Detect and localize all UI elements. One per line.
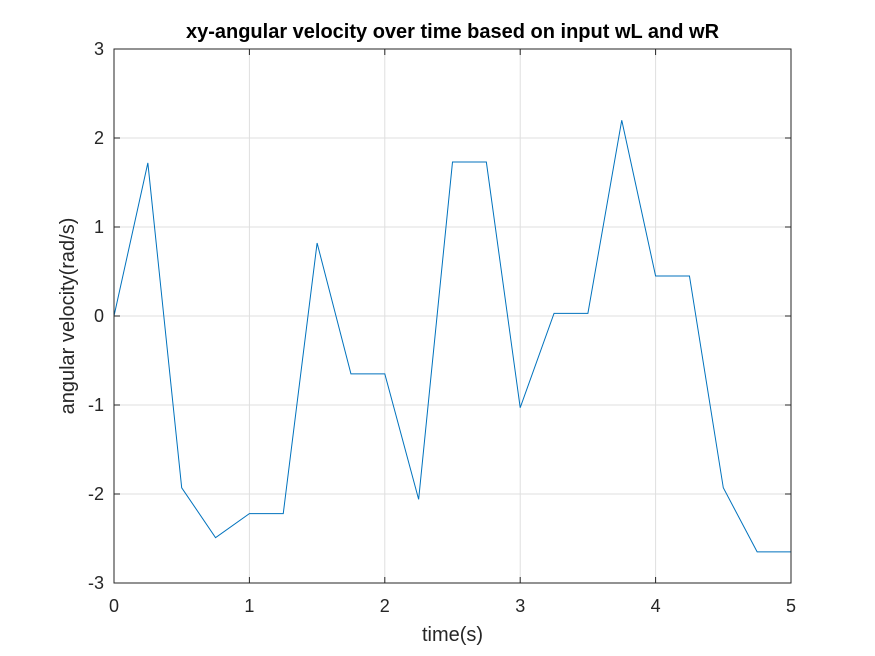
y-tick-label: 1 [94, 217, 104, 237]
x-tick-label: 2 [380, 596, 390, 616]
y-tick-label: 3 [94, 39, 104, 59]
ticks: 0 1 2 3 4 5 -3 -2 -1 0 1 2 3 [88, 39, 796, 616]
x-tick-label: 5 [786, 596, 796, 616]
x-tick-label: 1 [244, 596, 254, 616]
y-tick-label: -3 [88, 573, 104, 593]
x-tick-label: 3 [515, 596, 525, 616]
x-axis-label: time(s) [422, 624, 483, 646]
grid [114, 49, 791, 583]
series-line [113, 120, 791, 553]
y-tick-label: -2 [88, 484, 104, 504]
x-tick-label: 0 [109, 596, 119, 616]
y-tick-label: 2 [94, 128, 104, 148]
y-axis-label: angular velocity(rad/s) [57, 218, 79, 415]
series-layer [113, 120, 791, 553]
y-tick-label: 0 [94, 306, 104, 326]
x-tick-label: 4 [651, 596, 661, 616]
y-tick-label: -1 [88, 395, 104, 415]
chart-title: xy-angular velocity over time based on i… [186, 21, 720, 43]
